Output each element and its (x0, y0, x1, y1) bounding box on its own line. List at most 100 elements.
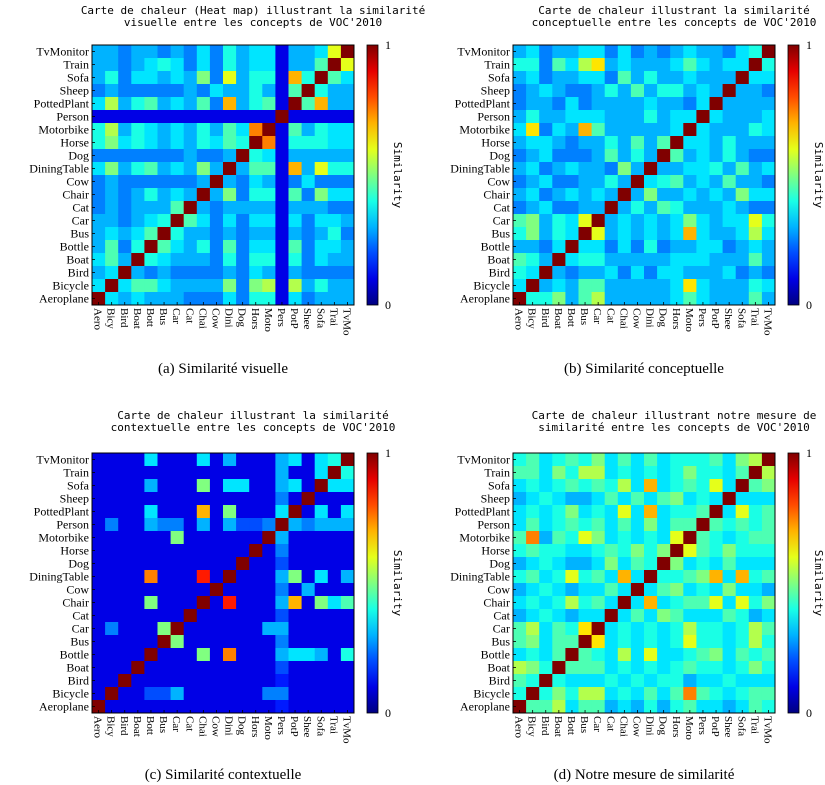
heatmap-cell (92, 292, 106, 306)
heatmap-cell (131, 544, 145, 558)
heatmap-cell (105, 162, 119, 176)
heatmap-cell (748, 266, 763, 280)
heatmap-cell (92, 583, 106, 597)
heatmap-cell (565, 674, 579, 688)
heatmap-cell (670, 609, 684, 623)
heatmap-cell (617, 596, 632, 610)
heatmap-cell (275, 661, 289, 675)
heatmap-cell (526, 201, 540, 215)
heatmap-cell (262, 648, 276, 662)
heatmap-cell (565, 609, 579, 623)
heatmap-cell (565, 110, 579, 124)
heatmap-cell (617, 466, 632, 480)
heatmap-cell (209, 188, 224, 202)
heatmap-cell (552, 518, 566, 532)
heatmap-cell (591, 279, 606, 293)
heatmap-cell (578, 609, 592, 623)
heatmap-cell (249, 700, 263, 714)
heatmap-cell (539, 279, 553, 293)
heatmap-cell (144, 58, 158, 72)
heatmap-cell (209, 71, 224, 85)
heatmap-cell (209, 266, 224, 280)
heatmap-cell (144, 479, 158, 493)
heatmap-cell (526, 97, 540, 111)
x-tick-label: Bus (157, 308, 169, 325)
heatmap-cell (683, 700, 697, 714)
heatmap-cell (196, 240, 211, 254)
heatmap-cell (604, 544, 619, 558)
heatmap-cell (735, 518, 750, 532)
heatmap-cell (157, 58, 171, 72)
chart-title-line1: Carte de chaleur (Heat map) illustrant l… (81, 4, 425, 17)
heatmap-cell (301, 84, 316, 98)
heatmap-cell (183, 97, 198, 111)
heatmap-cell (748, 492, 763, 506)
heatmap-cell (92, 648, 106, 662)
heatmap-cell (722, 136, 737, 150)
heatmap-cell (157, 674, 171, 688)
heatmap-cell (196, 648, 211, 662)
heatmap-cell (183, 71, 198, 85)
heatmap-cell (552, 227, 566, 241)
heatmap-cell (92, 136, 106, 150)
heatmap-cell (591, 214, 606, 228)
heatmap-cell (761, 266, 776, 280)
heatmap-cell (552, 661, 566, 675)
heatmap-cell (236, 518, 250, 532)
heatmap-cell (683, 71, 697, 85)
heatmap-cell (748, 466, 763, 480)
heatmap-cell (157, 201, 171, 215)
heatmap-cell (526, 674, 540, 688)
heatmap-cell (630, 609, 645, 623)
heatmap-cell (670, 188, 684, 202)
heatmap-cell (526, 648, 540, 662)
heatmap-cell (565, 479, 579, 493)
heatmap-cell (301, 466, 316, 480)
heatmap-cell (526, 162, 540, 176)
heatmap-cell (340, 674, 355, 688)
heatmap-cell (761, 466, 776, 480)
heatmap-cell (144, 635, 158, 649)
heatmap-cell (118, 518, 132, 532)
heatmap-cell (604, 84, 619, 98)
heatmap-cell (209, 687, 224, 701)
y-tick-label: Bicycle (52, 687, 89, 701)
heatmap-cell (92, 531, 106, 545)
heatmap-cell (209, 635, 224, 649)
heatmap-cell (92, 635, 106, 649)
heatmap-cell (513, 648, 527, 662)
heatmap-cell (223, 453, 237, 467)
y-tick-label: Bird (489, 266, 510, 280)
heatmap-cell (105, 492, 119, 506)
heatmap-cell (539, 557, 553, 571)
heatmap-cell (183, 227, 198, 241)
heatmap-cell (539, 175, 553, 189)
heatmap-cell (301, 214, 316, 228)
heatmap-cell (657, 700, 671, 714)
heatmap-cell (578, 175, 592, 189)
heatmap-cell (722, 214, 737, 228)
heatmap-cell (183, 188, 198, 202)
heatmap-cell (236, 479, 250, 493)
heatmap-cell (761, 583, 776, 597)
heatmap-cell (275, 479, 289, 493)
heatmap-cell (630, 453, 645, 467)
heatmap-cell (92, 84, 106, 98)
heatmap-cell (617, 175, 632, 189)
heatmap-cell (144, 661, 158, 675)
heatmap-cell (526, 123, 540, 137)
heatmap-cell (552, 188, 566, 202)
heatmap-cell (604, 214, 619, 228)
heatmap-cell (513, 635, 527, 649)
colorbar-tick-label: 0 (385, 298, 391, 312)
heatmap-cell (314, 58, 329, 72)
heatmap-cell (301, 622, 316, 636)
y-tick-label: Person (477, 518, 510, 532)
heatmap-cell (327, 648, 342, 662)
heatmap-cell (92, 466, 106, 480)
heatmap-cell (735, 570, 750, 584)
heatmap-cell (131, 661, 145, 675)
heatmap-cell (565, 71, 579, 85)
heatmap-cell (591, 188, 606, 202)
plot-frame (512, 44, 776, 306)
